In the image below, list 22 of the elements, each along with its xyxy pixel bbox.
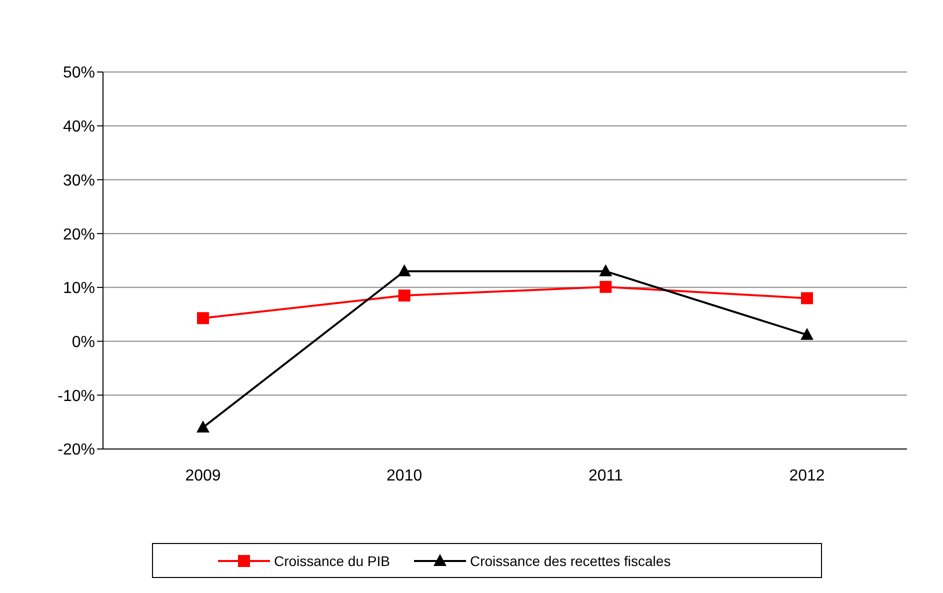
x-tick-label: 2010 [386, 467, 422, 484]
x-tick-label: 2011 [588, 467, 623, 484]
point [196, 420, 210, 432]
point [398, 264, 411, 276]
point [197, 312, 209, 324]
point [600, 280, 612, 293]
y-tick-label: 30% [62, 172, 95, 190]
y-tick-label: 10% [62, 280, 95, 298]
legend-label: Croissance du PIB [274, 552, 390, 568]
point [801, 292, 813, 304]
y-tick-label: 50% [62, 64, 95, 82]
y-tick-label: 40% [62, 118, 95, 136]
point [800, 328, 814, 340]
x-tick-label: 2012 [789, 467, 825, 484]
point [398, 290, 410, 302]
y-tick-label: 20% [62, 226, 95, 244]
legend-label: Croissance des recettes fiscales [470, 552, 671, 568]
point [599, 264, 612, 276]
y-tick-label: -20% [58, 442, 95, 459]
y-tick-label: 0% [72, 334, 95, 351]
x-tick-label: 2009 [185, 467, 221, 484]
y-tick-label: -10% [58, 388, 95, 405]
